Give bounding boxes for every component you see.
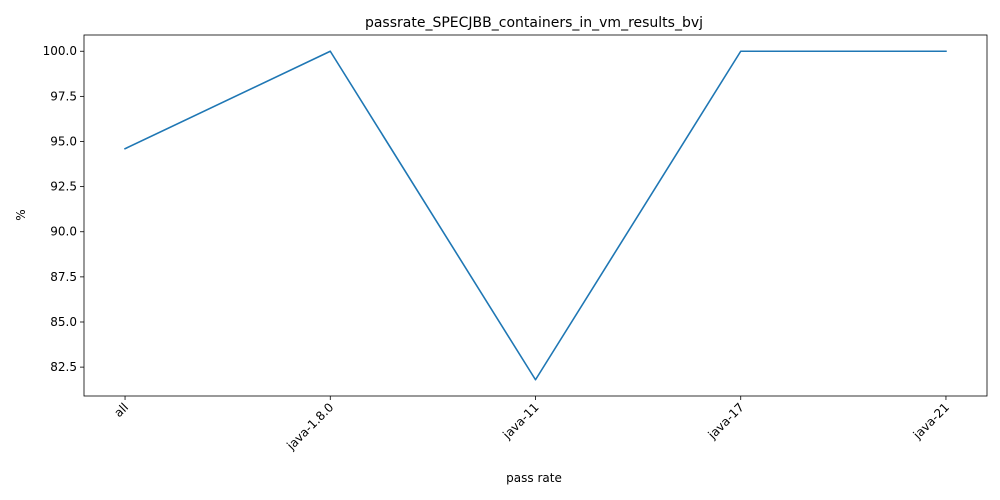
y-tick-label: 92.5 <box>50 180 77 194</box>
y-tick-label: 97.5 <box>50 89 77 103</box>
y-tick-label: 82.5 <box>50 360 77 374</box>
series-line <box>123 50 947 381</box>
y-tick-label: 85.0 <box>50 315 77 329</box>
y-tick-label: 90.0 <box>50 225 77 239</box>
chart-title: passrate_SPECJBB_containers_in_vm_result… <box>365 15 703 31</box>
axes-frame <box>83 34 988 397</box>
x-tick-label: all <box>111 400 131 420</box>
y-axis-label: % <box>14 209 28 220</box>
plot-area <box>123 50 947 381</box>
x-axis-label: pass rate <box>506 471 562 485</box>
y-tick-label: 100.0 <box>43 44 77 58</box>
x-tick-label: java-1.8.0 <box>283 400 336 453</box>
y-axis: 82.5 85.0 87.5 90.0 92.5 95.0 97.5 100.0 <box>43 44 84 374</box>
x-tick-label: java-11 <box>499 400 541 442</box>
x-axis: all java-1.8.0 java-11 java-17 java-21 <box>111 396 952 453</box>
x-tick-label: java-21 <box>910 400 952 442</box>
y-tick-label: 87.5 <box>50 270 77 284</box>
y-tick-label: 95.0 <box>50 134 77 148</box>
x-tick-label: java-17 <box>705 400 747 442</box>
